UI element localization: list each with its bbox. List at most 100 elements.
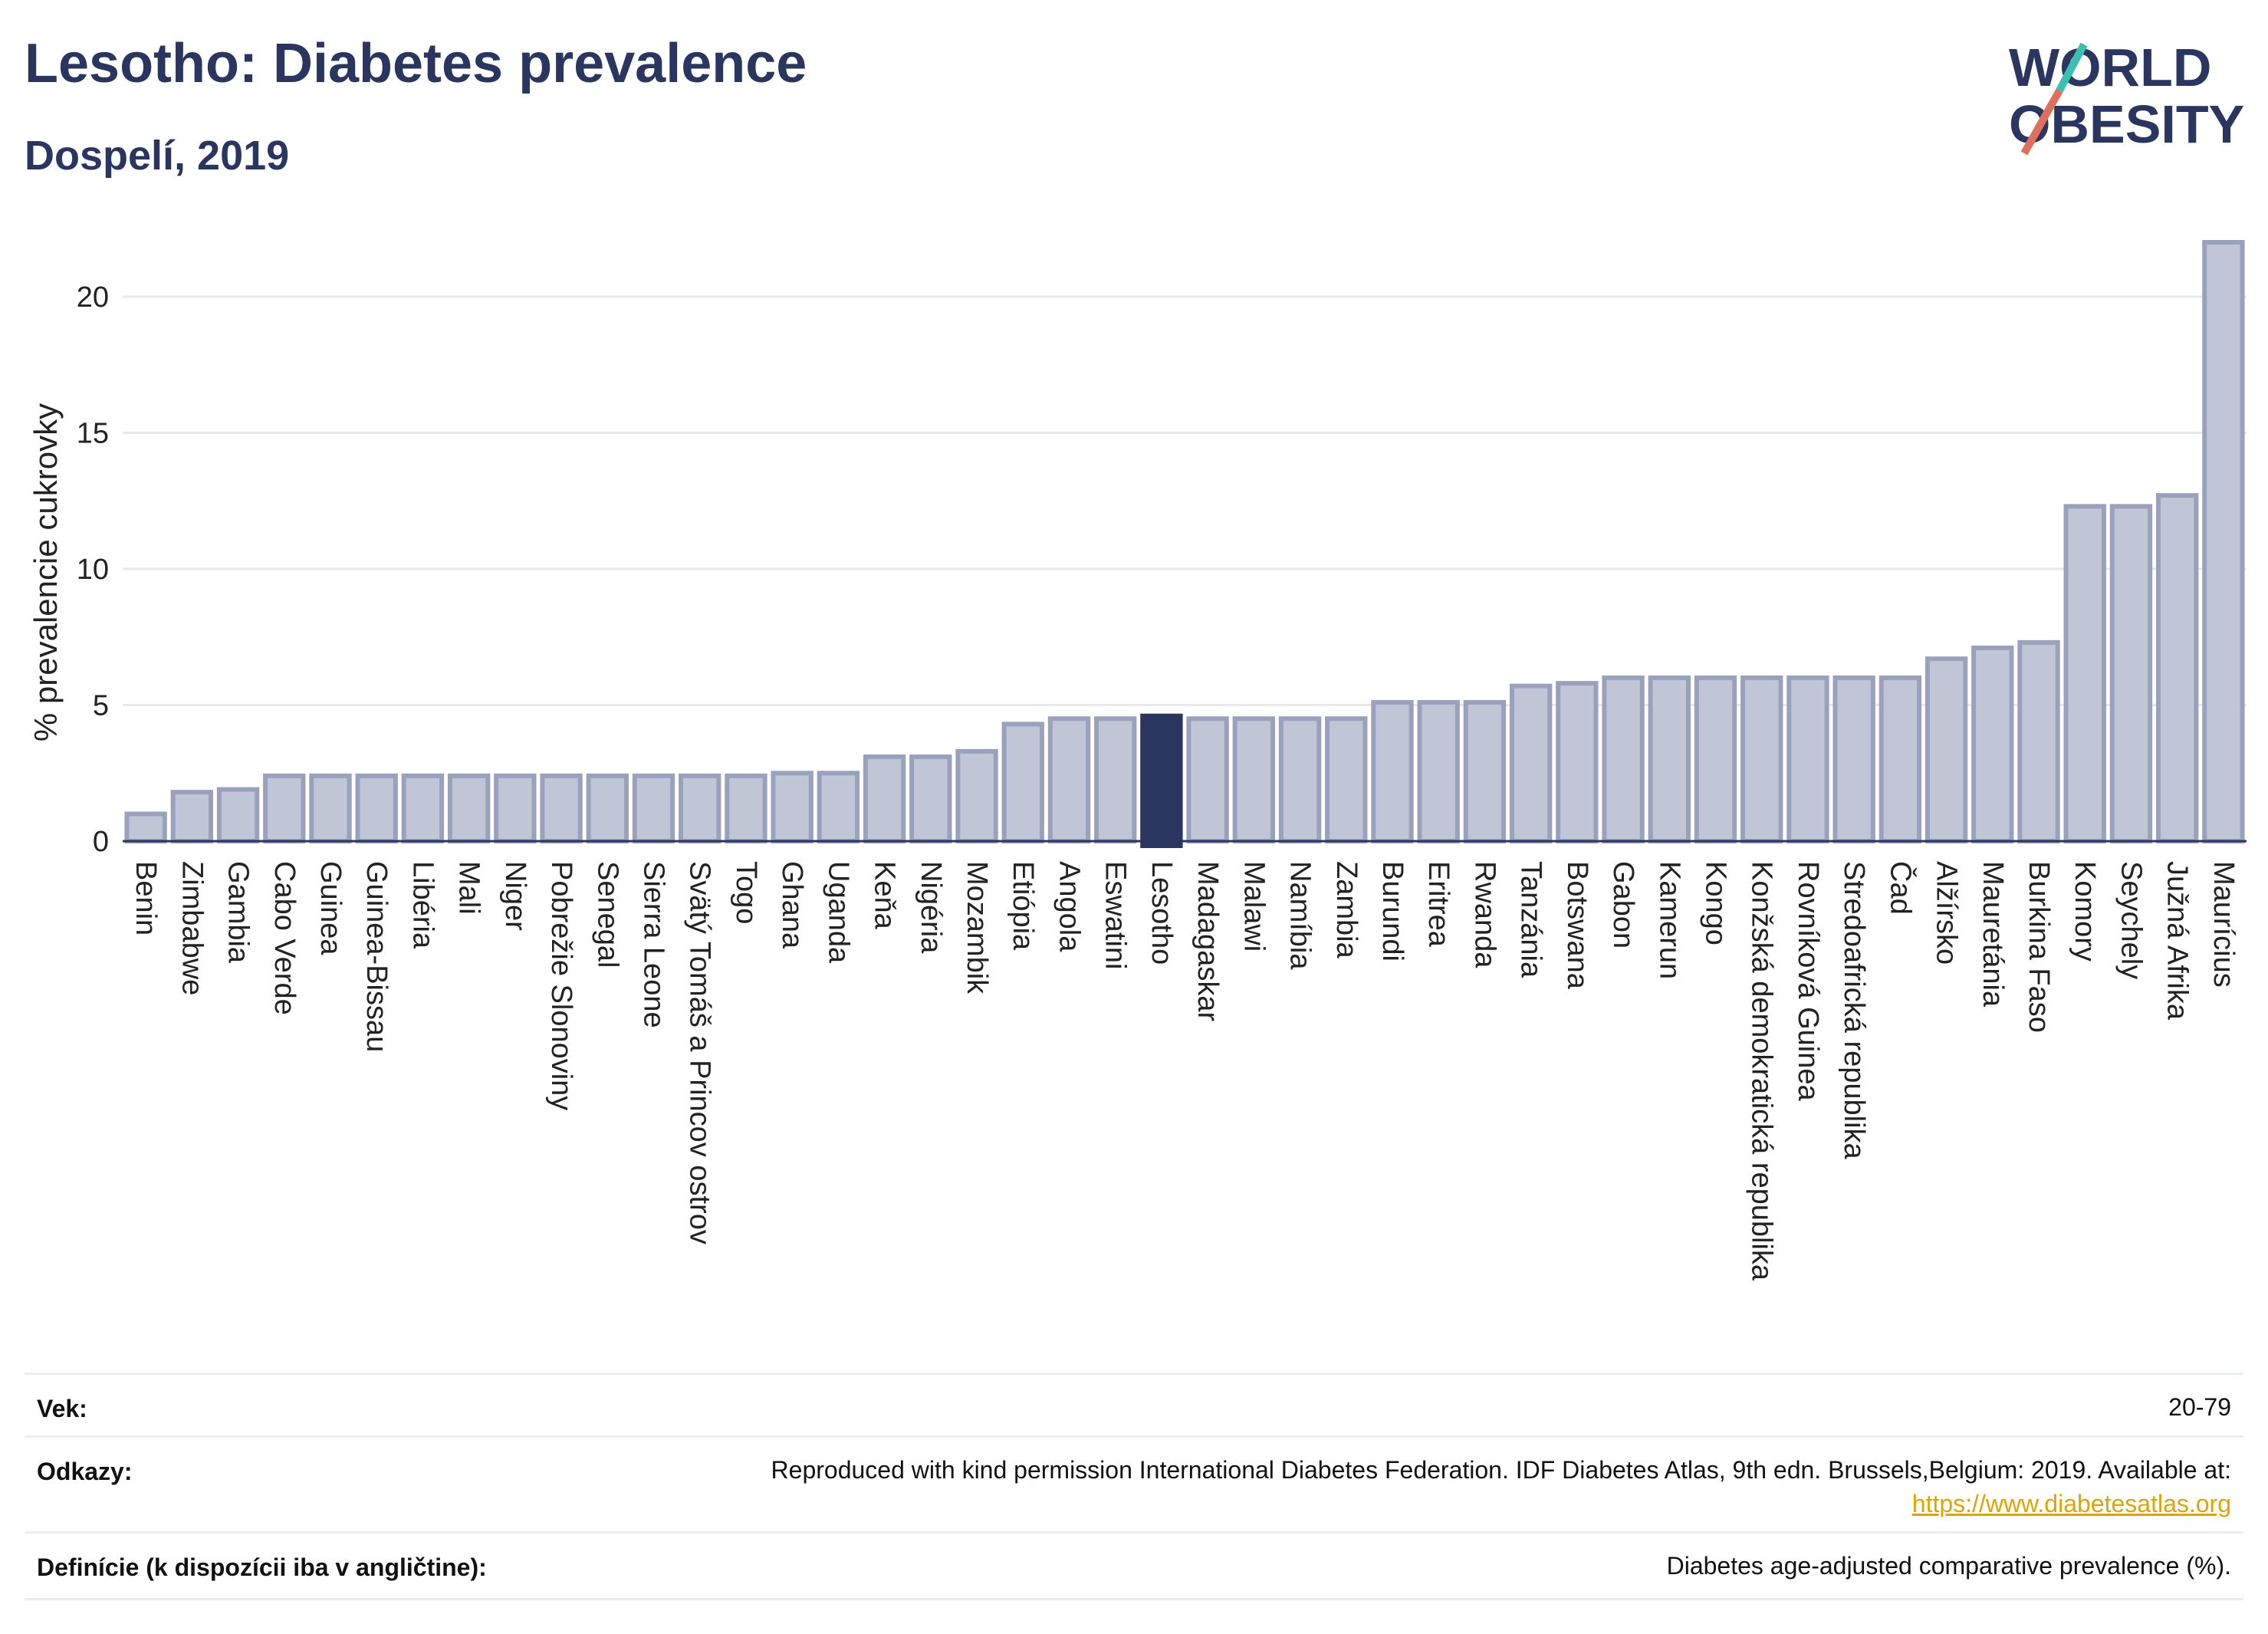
x-tick-label: Pobrežie Slonoviny	[545, 861, 577, 1110]
age-label: Vek:	[37, 1395, 87, 1422]
bar-rwanda	[1463, 699, 1507, 844]
x-tick-label: Burundi	[1376, 861, 1408, 962]
bars	[124, 240, 2245, 849]
references-label: Odkazy:	[37, 1458, 133, 1485]
x-tick-label: Eswatini	[1099, 861, 1132, 970]
bar-ju-n-afrika	[2155, 493, 2199, 844]
y-axis-ticks: 0 5 10 15 20	[77, 281, 109, 858]
bar-lesotho	[1140, 713, 1183, 849]
y-tick-label: 15	[77, 418, 109, 450]
bar-al-rsko	[1925, 656, 1968, 844]
bar-komory	[2063, 504, 2106, 843]
bar-togo	[725, 773, 768, 843]
bar-stredoafrick-republika	[1832, 676, 1875, 843]
x-tick-label: Gabon	[1607, 861, 1639, 949]
definition-value: Diabetes age-adjusted comparative preval…	[1666, 1552, 2231, 1580]
x-tick-label: Čad	[1884, 861, 1918, 915]
x-tick-label: Eritrea	[1422, 861, 1454, 948]
x-tick-label: Malawi	[1238, 861, 1270, 952]
logo-slash-teal	[2056, 42, 2088, 93]
x-tick-label: Niger	[499, 861, 531, 931]
bar-zambia	[1325, 716, 1368, 843]
x-axis-labels: Benin Zimbabwe Gambia Cabo Verde Guinea Guine…	[130, 861, 2240, 1281]
bar-maur-cius	[2202, 240, 2245, 843]
x-tick-label: Rwanda	[1468, 861, 1500, 968]
x-tick-label: Keňa	[869, 861, 901, 930]
y-tick-label: 5	[93, 690, 109, 722]
bar-uganda	[817, 771, 860, 843]
x-tick-label: Maurícius	[2207, 861, 2240, 988]
x-tick-label: Namíbia	[1284, 861, 1316, 970]
bar-rovn-kov-guinea	[1786, 676, 1829, 843]
x-tick-label: Etiópia	[1007, 861, 1039, 951]
bar-botswana	[1556, 681, 1599, 843]
x-tick-label: Togo	[730, 861, 762, 924]
grid-lines	[123, 295, 2247, 706]
bar-senegal	[586, 773, 629, 843]
y-axis-label: % prevalencie cukrovky	[28, 403, 64, 741]
x-tick-label: Libéria	[406, 861, 439, 949]
bar-sierra-leone	[632, 773, 675, 843]
bar-nig-ria	[909, 754, 952, 844]
bar-eritrea	[1417, 699, 1460, 844]
x-tick-label: Sierra Leone	[638, 861, 670, 1028]
x-tick-label: Zimbabwe	[176, 861, 208, 995]
x-tick-label: Angola	[1053, 861, 1085, 952]
bar-mauret-nia	[1971, 645, 2014, 844]
bar-kamerun	[1648, 676, 1691, 843]
world-obesity-logo: WORLD OBESITY	[2009, 38, 2244, 156]
bar-pobre-ie-slonoviny	[540, 773, 583, 843]
references-link[interactable]: https://www.diabetesatlas.org	[1911, 1490, 2231, 1517]
definition-label: Definície (k dispozícii iba v angličtine…	[37, 1553, 487, 1581]
x-tick-label: Alžírsko	[1931, 861, 1963, 965]
logo-slash-red	[2020, 88, 2063, 156]
x-tick-label: Benin	[130, 861, 162, 935]
x-tick-label: Burkina Faso	[2023, 861, 2055, 1033]
x-tick-label: Uganda	[822, 861, 854, 964]
x-tick-label: Seychely	[2115, 861, 2147, 979]
x-tick-label: Konžská demokratická republika	[1746, 861, 1778, 1281]
x-tick-label: Južná Afrika	[2161, 861, 2194, 1021]
x-tick-label: Kongo	[1700, 861, 1732, 945]
info-row-definition: Definície (k dispozícii iba v angličtine…	[25, 1531, 2243, 1600]
x-tick-label: Mali	[453, 861, 485, 915]
x-tick-label: Lesotho	[1146, 861, 1178, 965]
bar-madagaskar	[1186, 716, 1229, 843]
references-text: Reproduced with kind permission Internat…	[771, 1456, 2231, 1484]
bar-niger	[494, 773, 537, 843]
y-tick-label: 20	[77, 281, 109, 314]
x-tick-label: Botswana	[1561, 861, 1593, 990]
y-tick-label: 10	[77, 554, 109, 586]
x-tick-label: Zambia	[1330, 861, 1362, 959]
x-tick-label: Mozambik	[961, 861, 993, 995]
x-tick-label: Guinea-Bissau	[360, 861, 393, 1052]
bar-guinea-bissau	[355, 773, 398, 843]
x-tick-label: Gambia	[222, 861, 255, 964]
x-tick-label: Madagaskar	[1192, 861, 1224, 1021]
x-tick-label: Ghana	[776, 861, 808, 949]
bar--ad	[1878, 676, 1922, 843]
info-row-references: Odkazy: Reproduced with kind permission …	[25, 1435, 2243, 1534]
bar-eswatini	[1093, 716, 1137, 843]
x-tick-label: Mauretánia	[1977, 861, 2009, 1008]
x-tick-label: Tanzánia	[1515, 861, 1547, 978]
bar-burkina-faso	[2017, 639, 2060, 843]
bar-seychely	[2109, 504, 2153, 843]
bar-sv-t-tom-a-princov-ostrov	[679, 773, 721, 843]
bar-mali	[447, 773, 491, 843]
bar-chart: 0 5 10 15 20 Benin Zimbabwe Gambia Cabo Verde Gu…	[28, 240, 2247, 1281]
bar-ghana	[771, 771, 814, 843]
bar-mozambik	[955, 748, 998, 843]
bar-eti-pia	[1001, 722, 1044, 843]
x-tick-label: Senegal	[591, 861, 623, 968]
bar-tanz-nia	[1509, 683, 1553, 844]
x-tick-label: Komory	[2069, 861, 2101, 962]
bar-burundi	[1371, 699, 1414, 844]
bar-gabon	[1602, 676, 1645, 843]
bar-zimbabwe	[170, 790, 214, 843]
bar-nam-bia	[1278, 716, 1322, 843]
chart-subtitle: Dospelí, 2019	[25, 133, 290, 179]
y-tick-label: 0	[93, 826, 109, 858]
bar-guinea	[309, 773, 352, 843]
logo-line1: WORLD	[2009, 38, 2211, 97]
